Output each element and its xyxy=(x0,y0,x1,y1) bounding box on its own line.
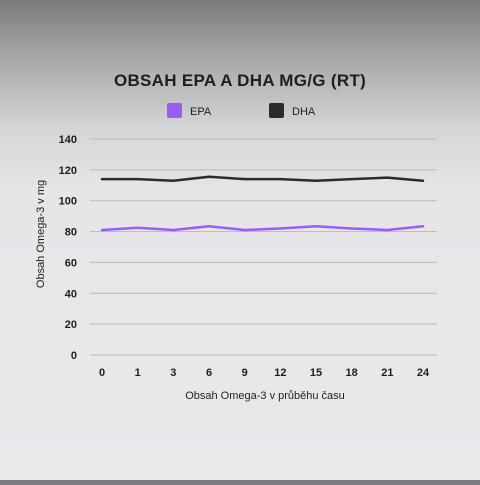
legend-swatch-dha xyxy=(269,103,284,118)
series-line-epa xyxy=(100,224,425,232)
series-lines xyxy=(100,175,425,232)
series-line-dha xyxy=(100,175,425,182)
y-tick-label-0: 0 xyxy=(71,350,77,362)
x-tick-label-1: 1 xyxy=(135,367,141,379)
y-tick-label-20: 20 xyxy=(65,319,77,331)
y-tick-label-40: 40 xyxy=(65,288,77,300)
x-tick-label-15: 15 xyxy=(310,367,322,379)
legend-item-dha: DHA xyxy=(269,103,316,118)
chart-title: OBSAH EPA A DHA MG/G (RT) xyxy=(114,71,366,90)
legend: EPA DHA xyxy=(167,103,316,118)
legend-swatch-epa xyxy=(167,103,182,118)
x-tick-label-21: 21 xyxy=(381,367,393,379)
y-tick-label-140: 140 xyxy=(59,134,77,146)
x-tick-label-12: 12 xyxy=(274,367,286,379)
x-tick-label-9: 9 xyxy=(242,367,248,379)
legend-label-epa: EPA xyxy=(190,106,212,118)
x-tick-label-6: 6 xyxy=(206,367,212,379)
legend-label-dha: DHA xyxy=(292,106,316,118)
x-tick-labels: 0 1 3 6 9 12 15 18 21 24 xyxy=(99,367,430,379)
legend-item-epa: EPA xyxy=(167,103,212,118)
x-tick-label-3: 3 xyxy=(170,367,176,379)
x-tick-label-24: 24 xyxy=(417,367,430,379)
y-axis-label: Obsah Omega-3 v mg xyxy=(35,180,47,288)
y-tick-labels: 0 20 40 60 80 100 120 140 xyxy=(59,134,77,362)
gridlines xyxy=(90,138,437,356)
x-axis-label: Obsah Omega-3 v průběhu času xyxy=(185,390,345,402)
y-tick-label-120: 120 xyxy=(59,165,77,177)
y-tick-label-60: 60 xyxy=(65,257,77,269)
y-tick-label-100: 100 xyxy=(59,196,77,208)
y-tick-label-80: 80 xyxy=(65,227,77,239)
x-tick-label-18: 18 xyxy=(346,367,358,379)
x-tick-label-0: 0 xyxy=(99,367,105,379)
